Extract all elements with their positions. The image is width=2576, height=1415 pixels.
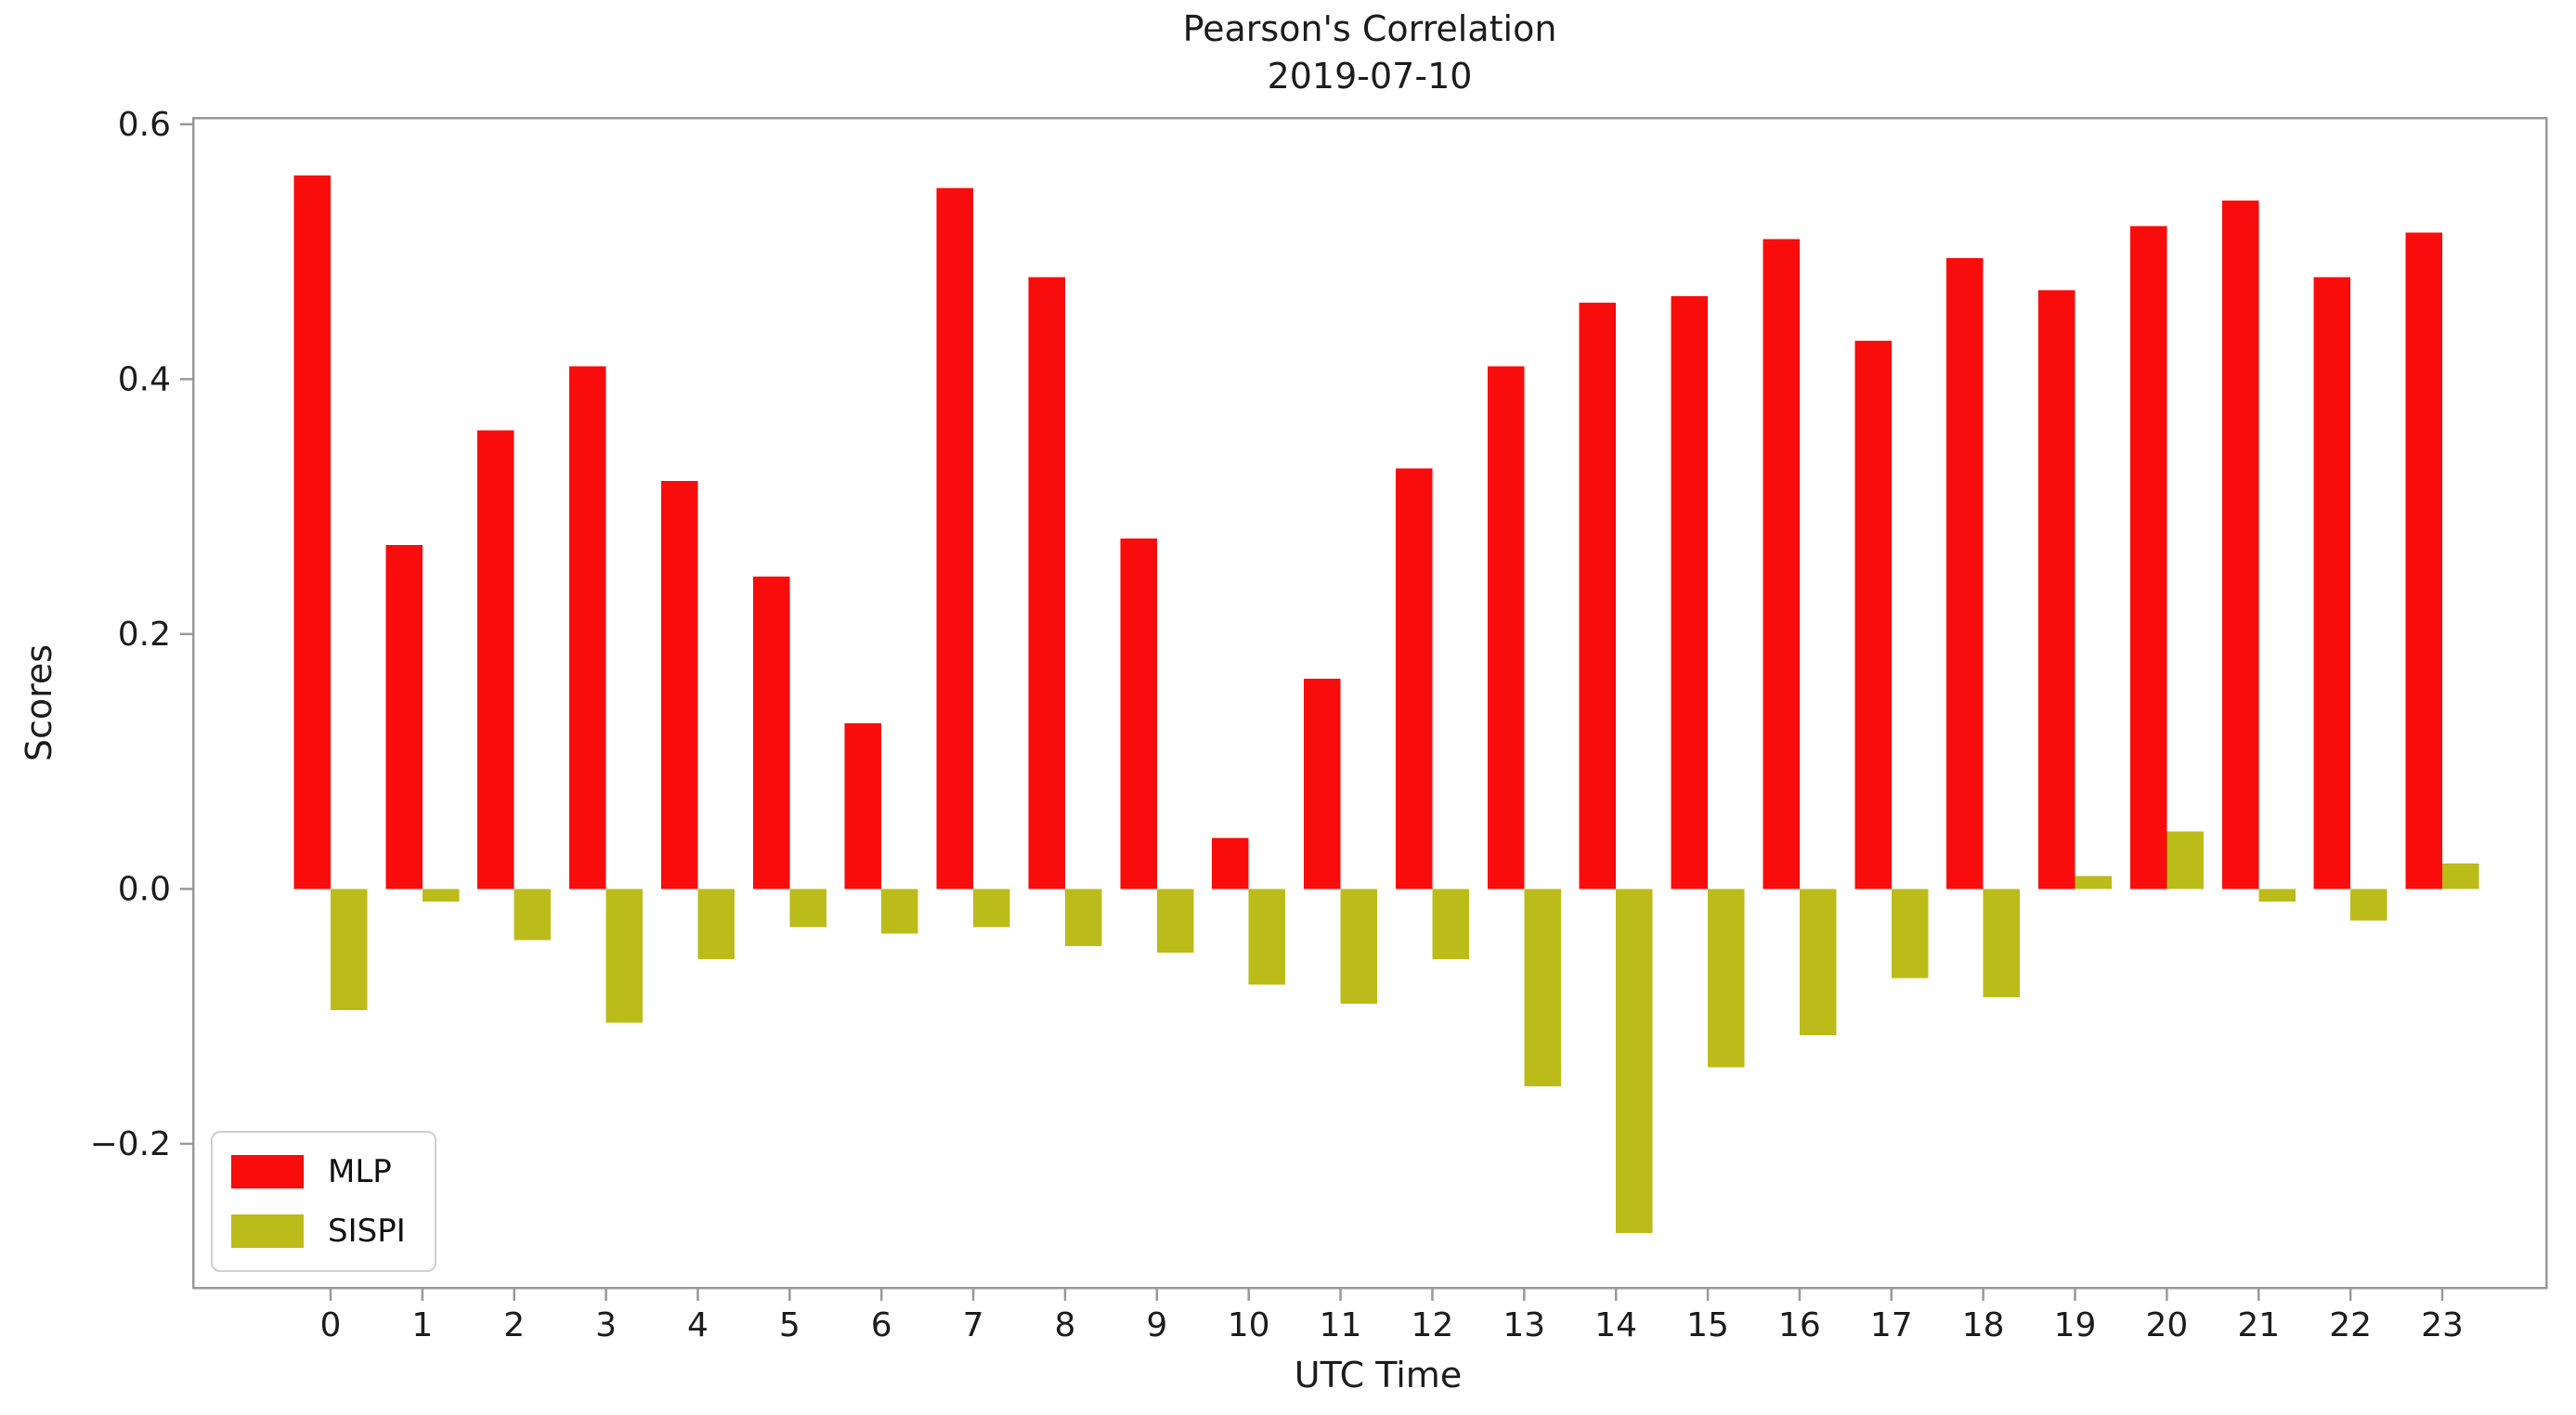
y-tick-label: 0.0	[118, 870, 171, 908]
bar-sispi-15	[1708, 889, 1745, 1068]
legend-label-mlp: MLP	[328, 1153, 392, 1190]
bar-sispi-20	[2166, 831, 2204, 889]
x-tick-label: 11	[1320, 1306, 1362, 1344]
bar-mlp-21	[2221, 201, 2259, 889]
bar-sispi-4	[697, 889, 735, 959]
bar-mlp-13	[1487, 366, 1525, 889]
bar-sispi-8	[1065, 889, 1102, 947]
bar-sispi-21	[2258, 889, 2296, 902]
bar-mlp-3	[569, 366, 606, 889]
x-tick-label: 13	[1503, 1306, 1545, 1344]
x-tick-label: 9	[1146, 1306, 1167, 1344]
bar-sispi-19	[2075, 876, 2112, 889]
bar-mlp-2	[477, 430, 514, 889]
y-tick-label: 0.6	[118, 106, 171, 144]
x-axis-label: UTC Time	[1294, 1355, 1463, 1396]
legend-item-mlp: MLP	[231, 1153, 435, 1190]
bar-mlp-7	[936, 188, 974, 889]
bar-sispi-14	[1616, 889, 1653, 1233]
bar-mlp-12	[1395, 468, 1433, 889]
bar-mlp-19	[2038, 290, 2075, 889]
bar-sispi-9	[1156, 889, 1194, 953]
x-tick-label: 18	[1962, 1306, 2005, 1344]
bar-mlp-22	[2313, 277, 2351, 889]
bar-mlp-16	[1763, 239, 1800, 889]
bar-mlp-18	[1946, 258, 1984, 889]
bar-sispi-7	[973, 889, 1010, 928]
bar-mlp-4	[661, 481, 698, 889]
plot-border	[191, 116, 2548, 1290]
chart-title: Pearson's Correlation 2019-07-10	[813, 6, 1927, 100]
bar-sispi-2	[514, 889, 552, 941]
x-tick-label: 0	[320, 1306, 342, 1344]
x-tick-label: 19	[2054, 1306, 2097, 1344]
x-tick-label: 10	[1228, 1306, 1270, 1344]
x-tick-label: 12	[1412, 1306, 1454, 1344]
bar-sispi-13	[1524, 889, 1561, 1087]
bar-sispi-18	[1983, 889, 2021, 998]
bar-mlp-0	[293, 175, 331, 889]
x-tick-label: 21	[2237, 1306, 2280, 1344]
legend: MLP SISPI	[211, 1131, 436, 1272]
bar-sispi-6	[881, 889, 918, 934]
bar-mlp-10	[1212, 837, 1249, 889]
legend-swatch-sispi	[231, 1214, 304, 1248]
bar-sispi-17	[1891, 889, 1929, 979]
bar-sispi-1	[422, 889, 460, 902]
bar-sispi-23	[2442, 863, 2479, 889]
bar-sispi-22	[2350, 889, 2387, 921]
legend-swatch-mlp	[231, 1155, 304, 1188]
x-tick-label: 20	[2145, 1306, 2188, 1344]
x-tick-label: 17	[1870, 1306, 1913, 1344]
y-tick-label: 0.4	[118, 360, 171, 398]
chart-title-line1: Pearson's Correlation	[1182, 8, 1557, 49]
bar-sispi-0	[331, 889, 368, 1010]
bar-sispi-10	[1248, 889, 1286, 985]
x-tick-label: 23	[2421, 1306, 2464, 1344]
bar-mlp-8	[1028, 277, 1065, 889]
bar-mlp-5	[752, 577, 790, 889]
x-tick-label: 1	[411, 1306, 433, 1344]
bar-mlp-6	[844, 723, 882, 889]
bar-sispi-12	[1432, 889, 1469, 959]
x-tick-label: 5	[779, 1306, 800, 1344]
legend-item-sispi: SISPI	[231, 1213, 435, 1250]
bar-mlp-11	[1304, 678, 1341, 889]
x-tick-label: 6	[871, 1306, 892, 1344]
x-tick-label: 4	[687, 1306, 709, 1344]
x-tick-label: 3	[595, 1306, 617, 1344]
y-tick-label: −0.2	[90, 1125, 171, 1163]
x-tick-label: 2	[503, 1306, 525, 1344]
y-axis-label: Scores	[19, 643, 59, 762]
x-tick-label: 22	[2329, 1306, 2372, 1344]
x-tick-label: 8	[1055, 1306, 1076, 1344]
x-tick-label: 7	[963, 1306, 984, 1344]
bar-sispi-3	[605, 889, 644, 1023]
bar-mlp-9	[1120, 538, 1157, 889]
bar-mlp-14	[1579, 303, 1617, 889]
bar-mlp-15	[1671, 296, 1708, 889]
y-tick-label: 0.2	[118, 616, 171, 654]
bar-mlp-23	[2405, 232, 2442, 889]
bar-mlp-1	[385, 544, 423, 889]
x-tick-label: 16	[1778, 1306, 1821, 1344]
bar-mlp-17	[1854, 341, 1892, 889]
chart-title-line2: 2019-07-10	[1267, 56, 1473, 97]
bar-sispi-11	[1340, 889, 1378, 1004]
bar-sispi-5	[789, 889, 826, 928]
bar-mlp-20	[2129, 226, 2167, 889]
x-tick-label: 14	[1594, 1306, 1637, 1344]
x-tick-label: 15	[1686, 1306, 1729, 1344]
legend-label-sispi: SISPI	[328, 1213, 406, 1250]
bar-sispi-16	[1799, 889, 1837, 1036]
